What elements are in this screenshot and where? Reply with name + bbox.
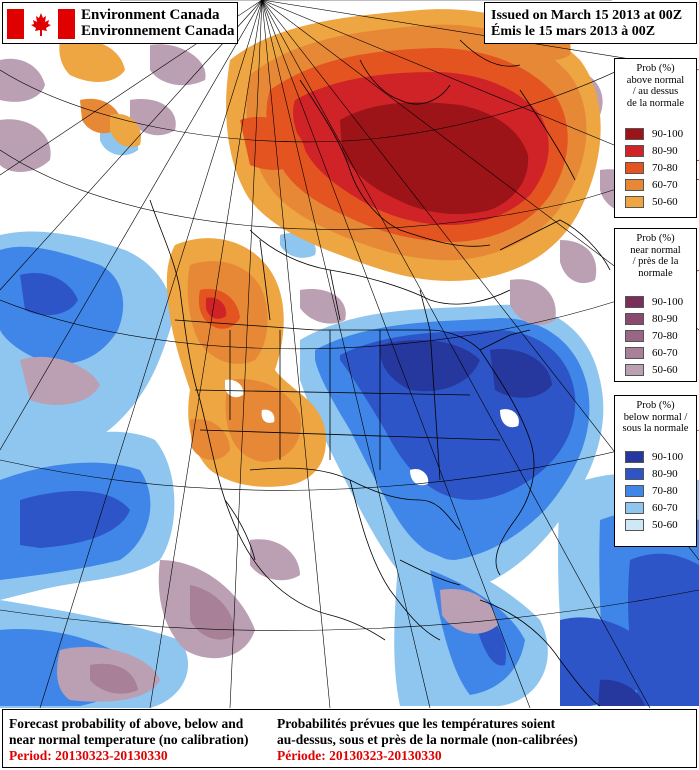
legend-below-title-line: below normal / bbox=[623, 411, 688, 423]
legend-near-title-line: near normal bbox=[630, 244, 681, 256]
legend-above-label: 50-60 bbox=[652, 196, 678, 208]
legend-above-normal: Prob (%) above normal / au dessus de la … bbox=[614, 58, 697, 218]
legend-below-label: 60-70 bbox=[652, 502, 678, 514]
legend-near-item: 70-80 bbox=[625, 329, 695, 343]
legend-below-item: 70-80 bbox=[625, 484, 695, 498]
legend-near-item: 90-100 bbox=[625, 295, 695, 309]
legend-above-title-line: de la normale bbox=[626, 97, 685, 109]
legend-near-swatch bbox=[625, 347, 644, 359]
legend-near-swatch bbox=[625, 313, 644, 325]
legend-below-title-line: Prob (%) bbox=[636, 400, 675, 411]
legend-below-label: 70-80 bbox=[652, 485, 678, 497]
legend-above-swatch bbox=[625, 128, 644, 140]
legend-above-swatch bbox=[625, 162, 644, 174]
footer-french-period: Période: 20130323-20130330 bbox=[277, 748, 442, 763]
footer-english-line1: Forecast probability of above, below and bbox=[9, 716, 244, 731]
footer-french-line1: Probabilités prévues que les température… bbox=[277, 716, 556, 731]
legend-above-label: 60-70 bbox=[652, 179, 678, 191]
legend-above-item: 60-70 bbox=[625, 178, 695, 192]
legend-below-item: 80-90 bbox=[625, 467, 695, 481]
footer-description: Forecast probability of above, below and… bbox=[2, 709, 697, 768]
legend-above-title-line: / au dessus bbox=[632, 86, 679, 97]
legend-above-item: 50-60 bbox=[625, 195, 695, 209]
legend-near-title-line: Prob (%) bbox=[636, 233, 675, 244]
issue-date-english: Issued on March 15 2013 at 00Z bbox=[491, 8, 683, 23]
map-white-patches bbox=[35, 189, 519, 486]
map-graticule bbox=[0, 0, 699, 709]
footer-english-line2: near normal temperature (no calibration) bbox=[9, 732, 249, 747]
legend-near-swatch bbox=[625, 296, 644, 308]
legend-below-label: 90-100 bbox=[652, 451, 684, 463]
legend-below-swatch bbox=[625, 485, 644, 497]
legend-above-label: 80-90 bbox=[652, 145, 678, 157]
legend-below-swatch bbox=[625, 519, 644, 531]
legend-near-label: 80-90 bbox=[652, 313, 678, 325]
near-normal-regions bbox=[0, 44, 652, 702]
legend-below-label: 50-60 bbox=[652, 519, 678, 531]
brand-name-french: Environnement Canada bbox=[81, 23, 235, 39]
legend-near-item: 50-60 bbox=[625, 363, 695, 377]
legend-near-title-line: / près de la bbox=[632, 256, 679, 267]
legend-above-item: 90-100 bbox=[625, 127, 695, 141]
legend-near-item: 60-70 bbox=[625, 346, 695, 360]
legend-above-title-line: Prob (%) bbox=[636, 63, 675, 74]
legend-below-normal: Prob (%) below normal / sous la normale … bbox=[614, 395, 697, 547]
brand-name-english: Environment Canada bbox=[81, 7, 220, 23]
legend-near-swatch bbox=[625, 364, 644, 376]
legend-above-item: 70-80 bbox=[625, 161, 695, 175]
legend-below-item: 50-60 bbox=[625, 518, 695, 532]
legend-below-label: 80-90 bbox=[652, 468, 678, 480]
legend-above-label: 70-80 bbox=[652, 162, 678, 174]
legend-near-label: 90-100 bbox=[652, 296, 684, 308]
legend-above-swatch bbox=[625, 196, 644, 208]
legend-below-item: 90-100 bbox=[625, 450, 695, 464]
issue-date-french: Émis le 15 mars 2013 à 00Z bbox=[491, 24, 656, 39]
legend-near-label: 70-80 bbox=[652, 330, 678, 342]
legend-near-item: 80-90 bbox=[625, 312, 695, 326]
legend-below-item: 60-70 bbox=[625, 501, 695, 515]
legend-above-title: Prob (%) above normal / au dessus de la … bbox=[615, 63, 696, 109]
footer-english-period: Period: 20130323-20130330 bbox=[9, 748, 168, 763]
map-boundaries bbox=[149, 39, 611, 707]
issue-date-box: Issued on March 15 2013 at 00Z Émis le 1… bbox=[484, 2, 697, 44]
legend-above-swatch bbox=[625, 179, 644, 191]
footer-french-line2: au-dessus, sous et près de la normale (n… bbox=[277, 732, 578, 747]
legend-below-swatch bbox=[625, 502, 644, 514]
legend-near-title: Prob (%) near normal / près de la normal… bbox=[615, 233, 696, 279]
legend-above-item: 80-90 bbox=[625, 144, 695, 158]
legend-above-label: 90-100 bbox=[652, 128, 684, 140]
legend-below-swatch bbox=[625, 451, 644, 463]
legend-near-normal: Prob (%) near normal / près de la normal… bbox=[614, 228, 697, 382]
legend-below-swatch bbox=[625, 468, 644, 480]
legend-near-title-line: normale bbox=[638, 267, 673, 279]
legend-above-title-line: above normal bbox=[626, 74, 685, 86]
environment-canada-brand: Environment Canada Environnement Canada bbox=[2, 2, 238, 44]
legend-above-swatch bbox=[625, 145, 644, 157]
above-normal-regions bbox=[59, 9, 601, 487]
legend-below-title: Prob (%) below normal / sous la normale bbox=[615, 400, 696, 435]
legend-near-swatch bbox=[625, 330, 644, 342]
canada-flag-icon bbox=[7, 9, 75, 39]
legend-below-title-line: sous la normale bbox=[622, 423, 689, 434]
legend-near-label: 50-60 bbox=[652, 364, 678, 376]
legend-near-label: 60-70 bbox=[652, 347, 678, 359]
